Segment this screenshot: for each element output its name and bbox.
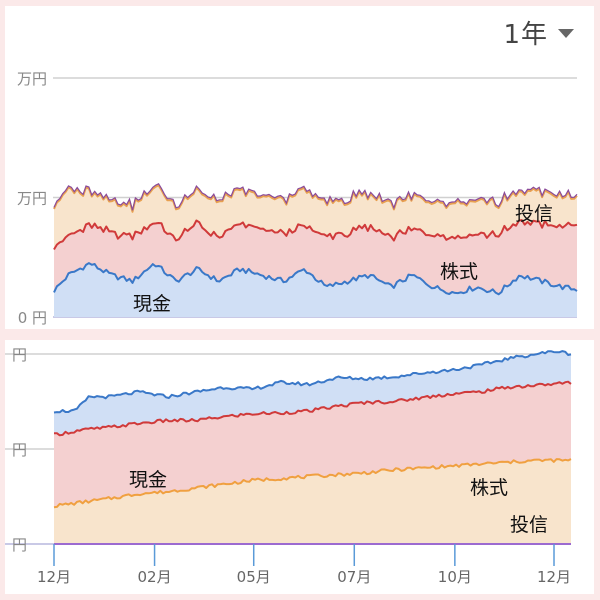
total-line [53,183,578,211]
top-chart-panel: 1年 万円 万円 0 円現金 株式 投信 [5,6,594,329]
series-fill-2 [54,381,571,508]
series-fill-1 [54,351,571,436]
series-line-2 [54,380,572,437]
series-line-1 [53,350,572,414]
x-tick-label: 02月 [138,568,172,586]
caret-down-icon [558,29,574,38]
x-tick-label: 12月 [537,568,571,586]
x-tick-label: 12月 [37,568,71,586]
series-label-3: 投信 [510,514,548,536]
y-tick-label: 円 [12,346,27,364]
series-label-1: 現金 [133,293,171,315]
bottom-chart-panel: 円円円現金 株式 投信 12月 02月 05月 07月 10月 12月 [5,340,594,594]
series-label-2: 株式 [470,477,508,499]
series-line-3 [53,184,578,213]
y-tick-label: 円 [12,536,27,554]
y-tick-label: 0 円 [18,309,47,327]
series-label-2: 株式 [440,261,478,283]
y-tick-label: 万円 [17,70,47,88]
period-selector-label: 1年 [503,20,548,50]
series-line-2 [53,219,578,251]
series-fill-3 [54,185,577,250]
series-line-1 [53,262,578,296]
series-line-3 [53,458,572,509]
x-tick-label: 10月 [438,568,472,586]
y-tick-label: 円 [12,441,27,459]
y-tick-label: 万円 [17,189,47,207]
period-selector[interactable]: 1年 [503,14,574,51]
series-fill-1 [54,263,577,317]
series-fill-2 [54,220,577,295]
series-fill-3 [54,459,571,544]
series-label-3: 投信 [515,203,553,225]
x-tick-label: 05月 [237,568,271,586]
series-label-1: 現金 [129,469,167,491]
x-tick-label: 07月 [337,568,371,586]
